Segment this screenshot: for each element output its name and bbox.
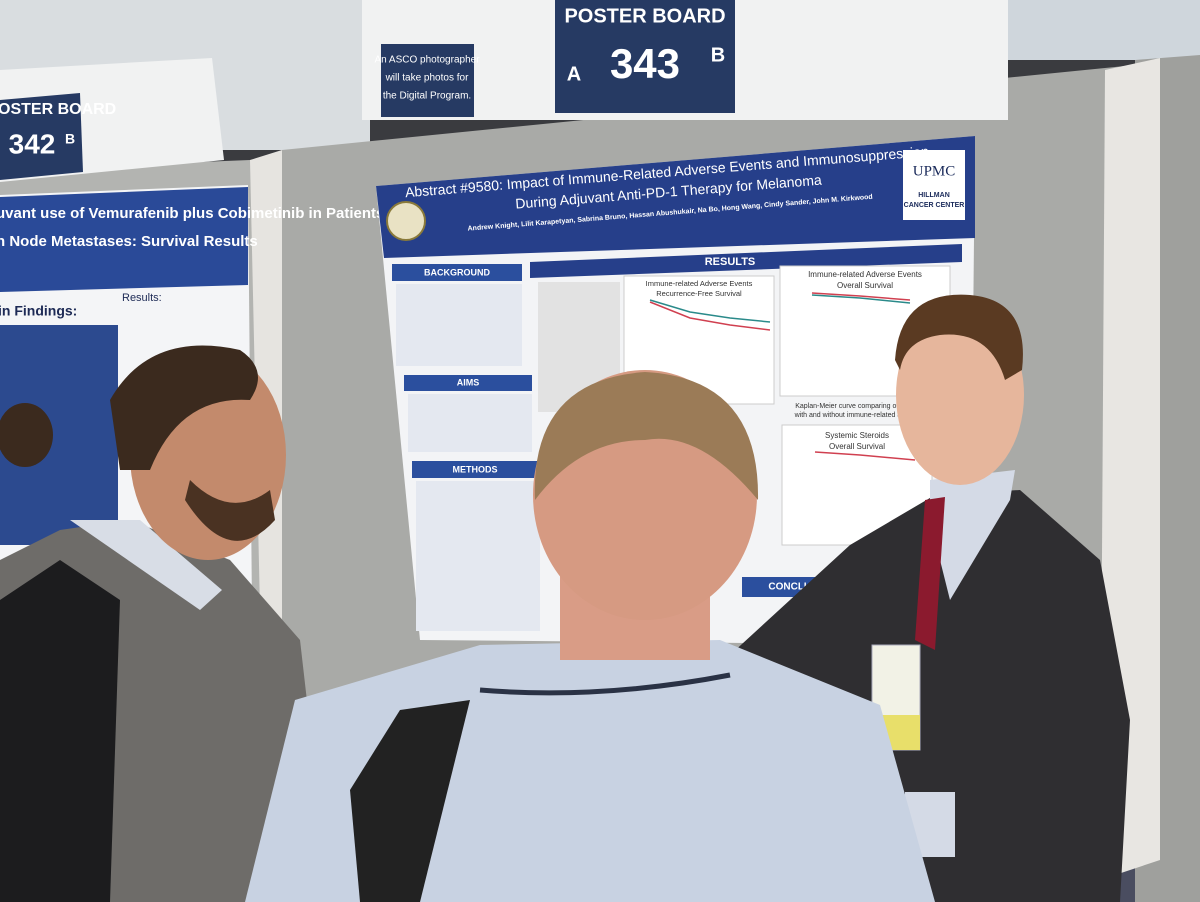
left-poster-findings: in Findings: (0, 303, 77, 319)
notice-box (381, 44, 474, 117)
logo-text: UPMC (913, 163, 956, 179)
left-poster-title: uvant use of Vemurafenib plus Cobimetini… (0, 205, 419, 222)
sign-label: OSTER BOARD (0, 101, 116, 118)
section-title: BACKGROUND (424, 267, 490, 277)
sign-number: 343 (610, 40, 680, 87)
left-poster-title: h Node Metastases: Survival Results (0, 233, 258, 250)
survival-curve (811, 294, 911, 304)
sign-number-box (0, 93, 83, 180)
center-person-hair (534, 372, 759, 500)
plot-title: Overall Survival (837, 281, 893, 290)
survival-curve (811, 292, 911, 301)
left-person-collar (70, 520, 222, 610)
sign-side: A (567, 63, 581, 85)
left-person-bun (0, 403, 53, 467)
sign-number: 342 (9, 128, 56, 159)
backpack (0, 560, 120, 902)
section-title: AIMS (457, 377, 480, 387)
plot-caption: Kaplan-Meier curve comparing overall sur… (795, 403, 939, 410)
section-header (530, 244, 962, 278)
section-header (392, 264, 522, 281)
notice-line: will take photos for (385, 73, 469, 84)
section-body (396, 284, 522, 366)
right-person-tie (915, 497, 945, 650)
notice-line: the Digital Program. (383, 91, 471, 102)
logo-box (903, 150, 965, 220)
plot-caption: with and without immune-related adverse … (794, 412, 940, 419)
window-right (1008, 0, 1200, 60)
logo-text: CANCER CENTER (904, 202, 965, 209)
left-person-hair (110, 345, 258, 470)
section-title: CONCLUSION (768, 582, 835, 593)
section-title: RESULTS (705, 256, 756, 268)
logo-text: HILLMAN (918, 192, 950, 199)
plot-title: Immune-related Adverse Events (808, 270, 922, 279)
survival-curve (649, 301, 771, 331)
notice-line: An ASCO photographer (374, 55, 480, 66)
section-header (412, 461, 538, 478)
survival-curve (814, 451, 916, 461)
right-person-shirt (930, 470, 1015, 600)
plot-title: Immune-related Adverse Events (646, 279, 753, 288)
section-body (416, 481, 540, 631)
backpack-strap (350, 700, 470, 902)
right-person-suit (730, 490, 1130, 902)
university-seal (386, 201, 426, 241)
left-poster-results: Results: (122, 292, 162, 304)
plot-title: Recurrence-Free Survival (656, 289, 742, 298)
poster-header (376, 136, 975, 258)
section-body (408, 394, 532, 452)
sign-label: POSTER BOARD (564, 5, 725, 27)
section-title: METHODS (453, 464, 498, 474)
sign-number-box (555, 0, 735, 113)
left-poster-header (0, 187, 248, 292)
right-person-hair (895, 294, 1023, 380)
sign-side: B (65, 131, 75, 147)
lanyard (479, 672, 731, 696)
left-person-beard (185, 480, 275, 541)
plot-title: Systemic Steroids (825, 431, 889, 440)
plot-title: Overall Survival (829, 442, 885, 451)
survival-curve (649, 299, 771, 323)
section-header (404, 375, 532, 391)
sign-side: B (711, 44, 725, 66)
